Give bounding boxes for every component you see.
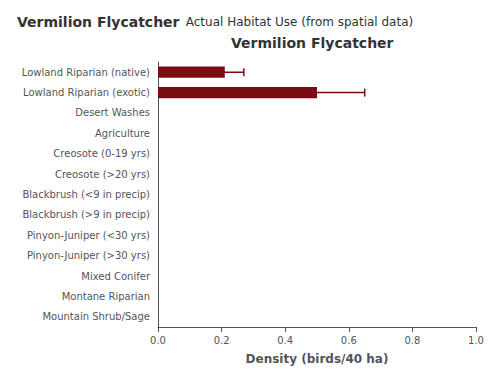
svg-text:Pinyon-Juniper (<30 yrs): Pinyon-Juniper (<30 yrs)	[27, 230, 150, 241]
svg-text:0.8: 0.8	[404, 335, 420, 346]
svg-text:1.0: 1.0	[468, 335, 484, 346]
svg-text:Mixed Conifer: Mixed Conifer	[81, 271, 151, 282]
svg-text:Lowland Riparian (native): Lowland Riparian (native)	[22, 67, 150, 78]
svg-text:Creosote (>20 yrs): Creosote (>20 yrs)	[55, 169, 150, 180]
svg-text:Agriculture: Agriculture	[95, 128, 150, 139]
svg-text:0.4: 0.4	[277, 335, 293, 346]
svg-text:0.6: 0.6	[341, 335, 357, 346]
svg-text:Blackbrush (>9 in precip): Blackbrush (>9 in precip)	[22, 209, 150, 220]
svg-text:Pinyon-Juniper (>30 yrs): Pinyon-Juniper (>30 yrs)	[27, 250, 150, 261]
svg-text:Actual Habitat Use (from spati: Actual Habitat Use (from spatial data)	[186, 15, 413, 29]
svg-text:Vermilion Flycatcher: Vermilion Flycatcher	[231, 35, 394, 51]
svg-text:Mountain Shrub/Sage: Mountain Shrub/Sage	[42, 311, 150, 322]
svg-text:Desert Washes: Desert Washes	[75, 107, 150, 118]
svg-text:0.2: 0.2	[214, 335, 230, 346]
svg-text:Lowland Riparian (exotic): Lowland Riparian (exotic)	[23, 87, 150, 98]
svg-text:Vermilion Flycatcher: Vermilion Flycatcher	[17, 14, 180, 30]
svg-text:Creosote (0-19 yrs): Creosote (0-19 yrs)	[53, 148, 150, 159]
svg-text:Blackbrush (<9 in precip): Blackbrush (<9 in precip)	[22, 189, 150, 200]
svg-text:0.0: 0.0	[150, 335, 166, 346]
svg-text:Montane Riparian: Montane Riparian	[62, 291, 150, 302]
svg-text:Density (birds/40 ha): Density (birds/40 ha)	[246, 352, 389, 366]
